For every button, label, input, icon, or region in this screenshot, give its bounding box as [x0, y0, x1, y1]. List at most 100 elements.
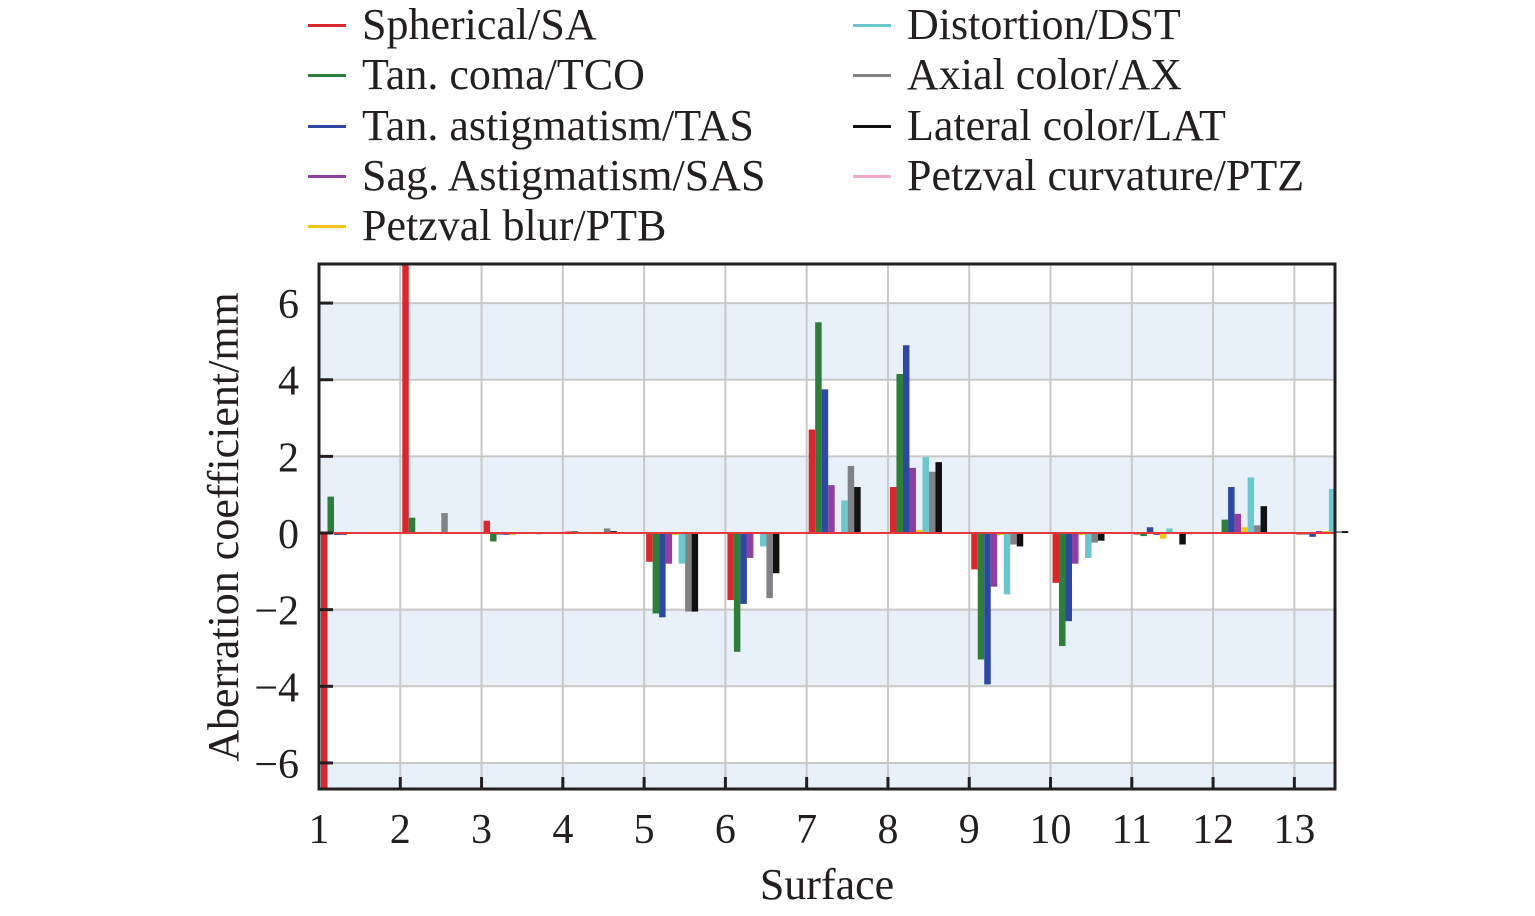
legend-item-tas: Tan. astigmatism/TAS: [308, 101, 754, 151]
x-tick-label: 6: [715, 807, 736, 853]
legend-swatch-sa: [308, 23, 346, 27]
y-tick-label: −4: [254, 665, 299, 711]
bar: [922, 457, 929, 534]
bar: [1146, 527, 1154, 534]
bar: [327, 496, 334, 534]
y-tick-label: 2: [278, 435, 299, 481]
legend-label-ptz: Petzval curvature/PTZ: [907, 151, 1305, 200]
bar: [1234, 513, 1242, 534]
series-tas: [334, 345, 1316, 685]
legend-item-tco: Tan. coma/TCO: [308, 50, 645, 100]
y-tick-labels: 6 4 2 0 −2 −4 −6: [254, 282, 299, 788]
x-tick-labels: 1 2 3 4 5 6 7 8 9 10 11 12 13: [309, 807, 1316, 853]
y-tick-label: 0: [278, 512, 299, 558]
bar: [1221, 519, 1229, 534]
bar: [815, 322, 822, 534]
x-tick-label: 2: [390, 807, 411, 853]
x-tick-label: 1: [309, 807, 330, 853]
x-tick-label: 8: [877, 807, 898, 853]
bar: [847, 465, 855, 534]
bar: [772, 533, 780, 574]
legend-item-lat: Lateral color/LAT: [853, 101, 1226, 151]
legend-swatch-ptb: [308, 224, 346, 228]
bar: [889, 487, 897, 534]
bar: [646, 533, 653, 562]
legend-swatch-ptz: [853, 174, 891, 178]
bar: [984, 533, 991, 685]
bar: [1003, 533, 1011, 595]
bar: [1010, 533, 1017, 545]
y-tick-label: 6: [278, 282, 299, 328]
background-band: [319, 609, 1335, 687]
bar: [971, 533, 978, 570]
x-axis-title: Surface: [760, 860, 894, 909]
bar: [1091, 533, 1099, 543]
x-tick-label: 13: [1273, 807, 1315, 853]
bar: [678, 533, 686, 564]
x-tick-label: 9: [959, 807, 980, 853]
bar: [928, 471, 936, 534]
bar: [909, 467, 916, 534]
legend-label-sas: Sag. Astigmatism/SAS: [362, 151, 766, 200]
bar: [1228, 487, 1235, 534]
bar: [408, 517, 416, 534]
bar: [1159, 533, 1167, 539]
x-tick-label: 12: [1192, 807, 1234, 853]
legend-item-dst: Distortion/DST: [853, 0, 1181, 50]
series-lat: [610, 462, 1349, 612]
x-tick-label: 11: [1112, 807, 1152, 853]
bar: [841, 500, 848, 534]
bar: [935, 462, 942, 534]
y-tick-label: 4: [278, 359, 299, 405]
x-tick-label: 4: [552, 807, 573, 853]
bar: [1309, 533, 1316, 537]
series-dst: [678, 457, 1336, 595]
bar: [665, 533, 673, 564]
bar: [1065, 533, 1073, 622]
bar: [1166, 528, 1173, 534]
series-tco: [327, 322, 1310, 660]
legend-label-ax: Axial color/AX: [907, 50, 1182, 99]
x-tick-label: 7: [796, 807, 817, 853]
bar: [1098, 533, 1105, 541]
bar: [740, 533, 747, 604]
y-axis-title: Aberration coefficient/mm: [199, 292, 248, 762]
bar: [1085, 533, 1092, 558]
x-tick-label: 10: [1030, 807, 1072, 853]
plot-frame: [317, 262, 1337, 791]
bar: [1335, 531, 1342, 534]
y-tick-label: −2: [254, 589, 299, 635]
legend-item-ax: Axial color/AX: [853, 50, 1182, 100]
bar: [915, 529, 923, 534]
bar: [854, 487, 861, 534]
bar: [441, 513, 448, 534]
bar: [685, 533, 692, 612]
legend-label-ptb: Petzval blur/PTB: [362, 201, 667, 250]
legend-label-lat: Lateral color/LAT: [907, 101, 1226, 150]
legend-item-ptb: Petzval blur/PTB: [308, 201, 666, 251]
legend-swatch-tas: [308, 124, 346, 128]
series-ax: [441, 465, 1342, 612]
bar: [1016, 533, 1024, 547]
bar: [759, 533, 767, 547]
bar: [1247, 477, 1255, 534]
bar: [1241, 527, 1248, 534]
axes: [317, 262, 1337, 791]
bar: [603, 528, 611, 534]
bar: [746, 533, 754, 558]
legend-swatch-ax: [853, 73, 891, 77]
bar: [1260, 506, 1268, 534]
bar: [990, 533, 998, 587]
bar: [402, 264, 409, 534]
bar: [808, 429, 816, 534]
background-band: [319, 303, 1335, 380]
bar: [1254, 525, 1261, 534]
bar: [828, 485, 835, 534]
x-tick-label: 3: [471, 807, 492, 853]
legend: Spherical/SA Tan. coma/TCO Tan. astigmat…: [0, 0, 1535, 260]
bar: [321, 533, 328, 789]
bar: [977, 533, 985, 660]
bar: [659, 533, 666, 618]
bar: [1179, 533, 1186, 545]
